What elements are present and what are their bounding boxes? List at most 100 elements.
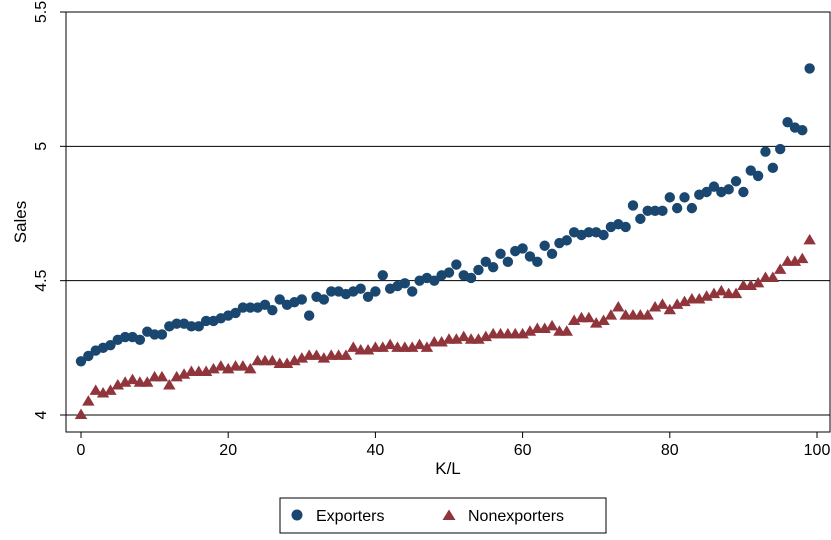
x-tick-label: 0 [77, 442, 86, 459]
exporters-point [752, 170, 764, 182]
exporters-point [671, 202, 683, 214]
nonexporters-point [516, 327, 529, 339]
nonexporters-point [126, 373, 139, 385]
exporters-point [642, 205, 653, 217]
nonexporters-point [670, 298, 684, 309]
nonexporters-point [207, 362, 220, 374]
exporters-point [620, 221, 631, 233]
nonexporters-point [376, 341, 389, 352]
nonexporters-point [472, 333, 485, 344]
exporters-point [649, 205, 661, 217]
exporters-point [730, 176, 742, 187]
nonexporters-point [170, 370, 183, 382]
legend-label-nonexporters: Nonexporters [468, 508, 564, 525]
exporters-point [370, 286, 381, 297]
y-axis-label: Sales [11, 201, 30, 244]
exporters-point [245, 302, 256, 313]
exporters-point [767, 162, 779, 174]
nonexporters-point [317, 352, 331, 363]
nonexporters-point [339, 349, 353, 360]
y-tick-label: 4 [33, 410, 50, 419]
exporters-point [355, 283, 366, 294]
exporters-point [738, 186, 749, 198]
nonexporters-point [766, 271, 780, 282]
x-axis-ticks: 0 20 40 60 80 100 [77, 432, 831, 459]
y-axis-ticks: 4 4.5 5 5.5 [33, 1, 66, 419]
exporters-point [708, 181, 720, 192]
nonexporters-point [420, 341, 434, 352]
exporters-point [635, 213, 646, 225]
exporters-point [701, 186, 712, 198]
exporters-point [83, 350, 94, 362]
nonexporters-point [413, 338, 426, 350]
nonexporters-point [774, 263, 787, 274]
nonexporters-point [560, 325, 573, 336]
nonexporters-point [450, 333, 463, 344]
nonexporters-point [347, 341, 360, 352]
nonexporters-point [82, 395, 95, 406]
nonexporters-point [163, 378, 176, 390]
nonexporters-point [280, 357, 294, 368]
exporters-point [745, 165, 756, 176]
x-tick-label: 80 [661, 442, 679, 459]
exporters-point [539, 240, 550, 251]
nonexporters-point [479, 330, 492, 342]
nonexporters-point [111, 378, 124, 390]
legend-marker-exporters [291, 509, 303, 521]
exporters-point [377, 270, 388, 281]
exporters-point [627, 200, 639, 211]
nonexporters-point [545, 319, 559, 331]
nonexporters-point [288, 354, 301, 366]
exporters-point [156, 329, 168, 340]
nonexporters-point [457, 330, 470, 342]
exporters-point [149, 329, 160, 340]
exporters-point [134, 334, 146, 345]
exporters-point [679, 192, 690, 203]
nonexporters-point [788, 255, 802, 266]
exporters-point [473, 264, 484, 276]
exporters-point [407, 286, 418, 297]
nonexporters-point [715, 284, 728, 296]
nonexporters-point [707, 287, 721, 299]
exporters-point [480, 256, 491, 268]
exporters-point [303, 310, 315, 321]
exporters-point [657, 205, 668, 217]
nonexporters-point [177, 368, 191, 379]
plot-area-frame [65, 11, 831, 433]
x-tick-label: 60 [514, 442, 532, 459]
nonexporters-point [523, 325, 537, 336]
nonexporters-point [104, 384, 117, 395]
nonexporters-point [361, 344, 375, 355]
exporters-point [451, 259, 462, 270]
nonexporters-point [89, 384, 102, 395]
exporters-point [105, 339, 116, 351]
exporters-point [561, 235, 572, 246]
nonexporters-point [295, 352, 308, 363]
nonexporters-point [406, 341, 419, 352]
exporters-point [326, 286, 337, 297]
legend-frame [279, 497, 607, 534]
nonexporters-point [244, 362, 257, 374]
x-tick-label: 100 [804, 442, 831, 459]
nonexporters-point [796, 252, 809, 264]
exporters-point [465, 272, 477, 284]
y-tick-label: 5.5 [33, 1, 50, 23]
nonexporters-point [663, 303, 676, 315]
data-points [74, 63, 816, 419]
nonexporters-point [590, 317, 603, 328]
exporters-point [546, 248, 558, 259]
nonexporters-point [236, 360, 250, 371]
nonexporters-point [648, 301, 662, 312]
exporters-point [259, 299, 271, 311]
nonexporters-point [118, 376, 132, 387]
nonexporters-point [266, 354, 279, 366]
x-axis-label: K/L [435, 459, 461, 478]
nonexporters-point [141, 376, 154, 387]
x-tick-label: 40 [367, 442, 385, 459]
exporters-point [664, 192, 675, 203]
nonexporters-point [641, 309, 654, 320]
nonexporters-point [155, 370, 169, 382]
nonexporters-point [803, 233, 816, 245]
nonexporters-point [604, 309, 618, 320]
